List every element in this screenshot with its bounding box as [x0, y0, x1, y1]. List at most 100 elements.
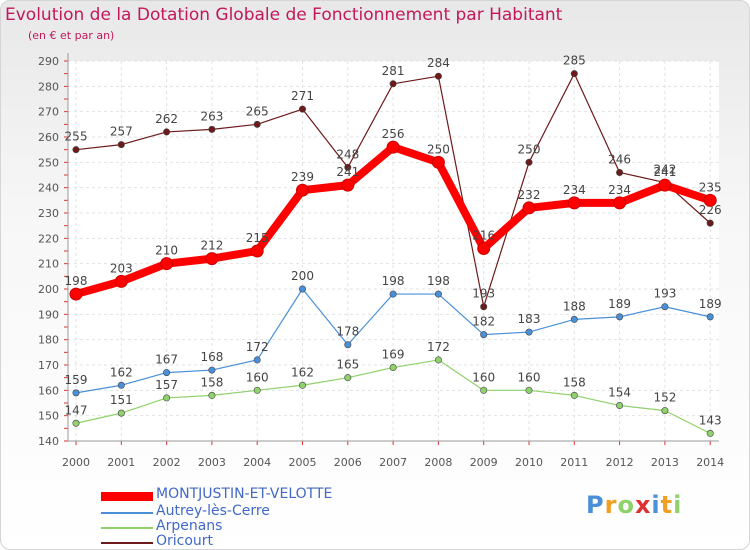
x-tick-label: 2011 — [560, 456, 588, 469]
legend-swatch-arpenans — [101, 527, 153, 529]
data-label-oricourt: 248 — [336, 147, 359, 161]
data-point-oricourt — [253, 120, 261, 128]
data-point-montjustin-et-velotte — [114, 274, 128, 288]
data-point-oricourt — [389, 80, 397, 88]
y-tick-label: 140 — [38, 435, 59, 448]
y-tick-label: 180 — [38, 334, 59, 347]
data-label-montjustin-et-velotte: 239 — [291, 170, 314, 184]
data-label-montjustin-et-velotte: 210 — [155, 244, 178, 258]
data-label-autrey-l-s-cerre: 178 — [336, 325, 359, 339]
data-point-arpenans — [253, 386, 261, 394]
data-label-arpenans: 154 — [608, 386, 631, 400]
data-point-montjustin-et-velotte — [250, 244, 264, 258]
data-point-autrey-l-s-cerre — [616, 313, 624, 321]
data-label-arpenans: 160 — [518, 370, 541, 384]
data-label-oricourt: 246 — [608, 152, 631, 166]
brand-letter: o — [617, 491, 635, 519]
data-label-arpenans: 143 — [699, 413, 722, 427]
chart-title: Evolution de la Dotation Globale de Fonc… — [5, 5, 563, 25]
data-label-arpenans: 172 — [427, 340, 450, 354]
data-point-arpenans — [72, 419, 80, 427]
data-label-montjustin-et-velotte: 215 — [246, 231, 269, 245]
data-label-autrey-l-s-cerre: 200 — [291, 269, 314, 283]
data-point-oricourt — [525, 158, 533, 166]
data-label-montjustin-et-velotte: 256 — [382, 127, 405, 141]
data-label-montjustin-et-velotte: 241 — [336, 165, 359, 179]
data-label-arpenans: 160 — [246, 370, 269, 384]
data-label-montjustin-et-velotte: 250 — [427, 142, 450, 156]
data-label-arpenans: 157 — [155, 378, 178, 392]
data-point-arpenans — [661, 407, 669, 415]
data-label-oricourt: 250 — [518, 142, 541, 156]
data-label-oricourt: 255 — [65, 130, 88, 144]
data-label-montjustin-et-velotte: 234 — [608, 183, 631, 197]
brand-letter: x — [634, 491, 652, 519]
data-label-autrey-l-s-cerre: 193 — [653, 287, 676, 301]
data-label-montjustin-et-velotte: 216 — [472, 228, 495, 242]
data-point-oricourt — [706, 219, 714, 227]
data-label-arpenans: 162 — [291, 365, 314, 379]
data-point-autrey-l-s-cerre — [706, 313, 714, 321]
data-point-oricourt — [72, 146, 80, 154]
x-tick-label: 2002 — [153, 456, 181, 469]
data-label-montjustin-et-velotte: 241 — [653, 165, 676, 179]
data-point-arpenans — [616, 402, 624, 410]
data-point-montjustin-et-velotte — [160, 257, 174, 271]
data-label-montjustin-et-velotte: 212 — [200, 239, 223, 253]
data-label-oricourt: 263 — [200, 109, 223, 123]
y-tick-label: 190 — [38, 308, 59, 321]
data-label-oricourt: 284 — [427, 56, 450, 70]
data-label-montjustin-et-velotte: 198 — [65, 274, 88, 288]
data-label-autrey-l-s-cerre: 172 — [246, 340, 269, 354]
data-label-montjustin-et-velotte: 232 — [518, 188, 541, 202]
data-point-arpenans — [434, 356, 442, 364]
data-point-arpenans — [344, 374, 352, 382]
x-tick-label: 2003 — [198, 456, 226, 469]
brand-letter: r — [604, 491, 618, 519]
data-point-autrey-l-s-cerre — [434, 290, 442, 298]
data-label-montjustin-et-velotte: 235 — [699, 180, 722, 194]
data-point-montjustin-et-velotte — [522, 201, 536, 215]
y-tick-label: 290 — [38, 55, 59, 68]
plot-area — [68, 61, 719, 441]
x-tick-label: 2005 — [289, 456, 317, 469]
data-point-arpenans — [706, 429, 714, 437]
data-point-arpenans — [525, 386, 533, 394]
y-tick-label: 250 — [38, 156, 59, 169]
data-point-montjustin-et-velotte — [613, 196, 627, 210]
data-label-autrey-l-s-cerre: 188 — [563, 299, 586, 313]
data-label-oricourt: 285 — [563, 54, 586, 68]
data-point-arpenans — [570, 391, 578, 399]
data-label-arpenans: 151 — [110, 393, 133, 407]
data-point-oricourt — [480, 303, 488, 311]
y-tick-label: 200 — [38, 283, 59, 296]
data-point-autrey-l-s-cerre — [163, 369, 171, 377]
data-point-autrey-l-s-cerre — [389, 290, 397, 298]
data-label-autrey-l-s-cerre: 183 — [518, 312, 541, 326]
data-point-autrey-l-s-cerre — [72, 389, 80, 397]
x-tick-label: 2004 — [243, 456, 271, 469]
data-label-autrey-l-s-cerre: 198 — [382, 274, 405, 288]
y-tick-label: 240 — [38, 182, 59, 195]
y-tick-label: 210 — [38, 258, 59, 271]
data-point-arpenans — [163, 394, 171, 402]
data-point-montjustin-et-velotte — [431, 155, 445, 169]
data-point-montjustin-et-velotte — [567, 196, 581, 210]
proxiti-logo: Proxiti — [586, 491, 682, 519]
data-label-autrey-l-s-cerre: 168 — [200, 350, 223, 364]
x-tick-label: 2007 — [379, 456, 407, 469]
data-point-autrey-l-s-cerre — [525, 328, 533, 336]
data-point-arpenans — [208, 391, 216, 399]
data-label-arpenans: 169 — [382, 348, 405, 362]
data-point-autrey-l-s-cerre — [570, 315, 578, 323]
data-label-arpenans: 158 — [563, 375, 586, 389]
data-label-montjustin-et-velotte: 203 — [110, 261, 133, 275]
data-label-autrey-l-s-cerre: 167 — [155, 353, 178, 367]
data-point-oricourt — [344, 163, 352, 171]
brand-letter: t — [660, 491, 674, 519]
data-label-oricourt: 226 — [699, 203, 722, 217]
brand-letter: P — [586, 491, 605, 519]
data-label-arpenans: 152 — [653, 391, 676, 405]
data-label-oricourt: 257 — [110, 125, 133, 139]
data-label-oricourt: 265 — [246, 104, 269, 118]
